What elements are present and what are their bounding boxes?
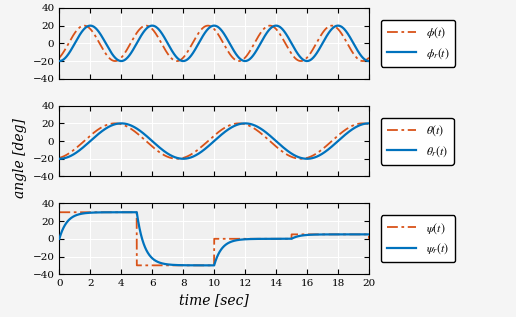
Legend: $\theta(t)$, $\theta_r(t)$: $\theta(t)$, $\theta_r(t)$ xyxy=(381,118,454,165)
Legend: $\psi(t)$, $\psi_r(t)$: $\psi(t)$, $\psi_r(t)$ xyxy=(381,215,455,262)
Text: angle [deg]: angle [deg] xyxy=(13,119,27,198)
Legend: $\phi(t)$, $\phi_r(t)$: $\phi(t)$, $\phi_r(t)$ xyxy=(381,20,456,67)
X-axis label: time [sec]: time [sec] xyxy=(179,294,249,307)
